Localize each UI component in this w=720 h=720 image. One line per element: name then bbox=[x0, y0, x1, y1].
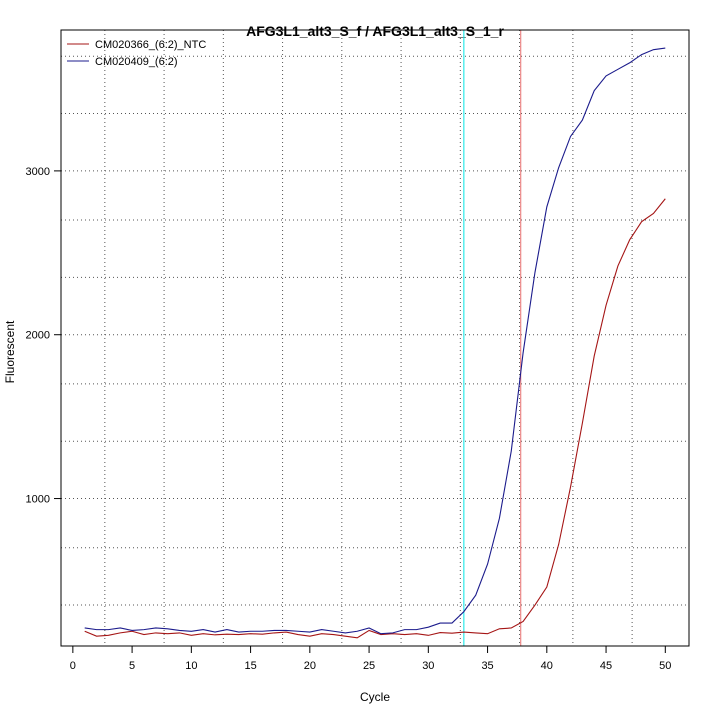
grid-lines bbox=[61, 30, 689, 646]
series-line bbox=[84, 198, 666, 639]
x-tick-label: 35 bbox=[481, 660, 493, 672]
legend-entry-label: CM020409_(6:2) bbox=[95, 56, 178, 68]
x-tick-label: 30 bbox=[422, 660, 434, 672]
x-axis-label: Cycle bbox=[360, 690, 390, 704]
x-tick-label: 0 bbox=[70, 660, 76, 672]
y-tick-label: 3000 bbox=[26, 166, 50, 178]
x-tick-label: 25 bbox=[363, 660, 375, 672]
x-tick-label: 5 bbox=[129, 660, 135, 672]
series-line bbox=[84, 47, 666, 635]
chart-title: AFG3L1_alt3_S_f / AFG3L1_alt3_S_1_r bbox=[246, 23, 504, 39]
x-tick-label: 45 bbox=[600, 660, 612, 672]
x-tick-label: 40 bbox=[541, 660, 553, 672]
legend: CM020366_(6:2)_NTC CM020409_(6:2) bbox=[67, 39, 206, 68]
legend-entry-label: CM020366_(6:2)_NTC bbox=[95, 39, 206, 51]
y-axis-label: Fluorescent bbox=[3, 320, 17, 383]
y-tick-label: 2000 bbox=[26, 330, 50, 342]
y-tick-label: 1000 bbox=[26, 494, 50, 506]
x-tick-label: 15 bbox=[244, 660, 256, 672]
y-axis: 1000 2000 3000 bbox=[26, 166, 62, 506]
threshold-lines bbox=[463, 30, 522, 646]
series-lines bbox=[84, 47, 666, 639]
x-tick-label: 50 bbox=[659, 660, 671, 672]
x-tick-label: 10 bbox=[185, 660, 197, 672]
x-tick-label: 20 bbox=[304, 660, 316, 672]
x-axis: 0 5 10 15 20 25 30 35 40 45 50 bbox=[70, 645, 671, 672]
